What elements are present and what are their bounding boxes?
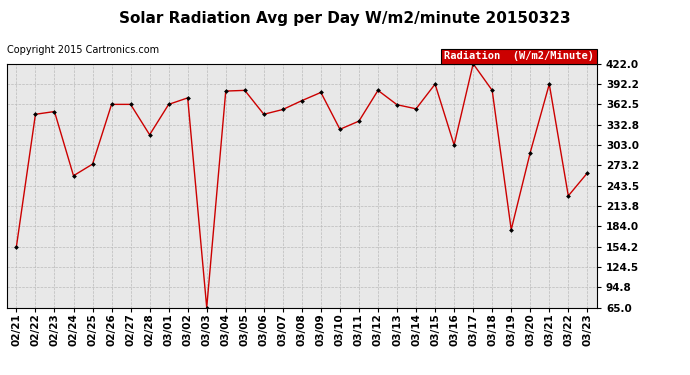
Point <box>297 98 308 104</box>
Point <box>373 87 384 93</box>
Point <box>68 173 79 179</box>
Point <box>106 101 117 107</box>
Point <box>524 150 535 156</box>
Point <box>125 101 136 107</box>
Point <box>486 87 497 93</box>
Text: Solar Radiation Avg per Day W/m2/minute 20150323: Solar Radiation Avg per Day W/m2/minute … <box>119 11 571 26</box>
Point <box>506 226 517 232</box>
Point <box>563 193 574 199</box>
Point <box>258 111 269 117</box>
Point <box>582 170 593 176</box>
Point <box>220 88 231 94</box>
Point <box>448 142 460 148</box>
Point <box>468 61 479 67</box>
Text: Copyright 2015 Cartronics.com: Copyright 2015 Cartronics.com <box>7 45 159 55</box>
Point <box>353 118 364 124</box>
Point <box>144 132 155 138</box>
Point <box>87 161 98 167</box>
Point <box>182 95 193 101</box>
Text: Radiation  (W/m2/Minute): Radiation (W/m2/Minute) <box>444 51 594 61</box>
Point <box>391 102 402 108</box>
Point <box>411 106 422 112</box>
Point <box>11 244 22 250</box>
Point <box>544 81 555 87</box>
Point <box>30 111 41 117</box>
Point <box>201 304 213 310</box>
Point <box>163 101 174 107</box>
Point <box>335 126 346 132</box>
Point <box>430 81 441 87</box>
Point <box>315 89 326 95</box>
Point <box>49 108 60 114</box>
Point <box>239 87 250 93</box>
Point <box>277 106 288 112</box>
